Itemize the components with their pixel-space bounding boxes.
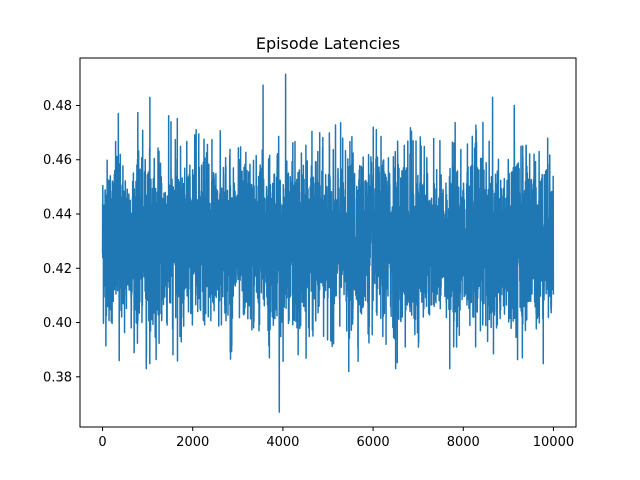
- y-tick-label: 0.42: [43, 262, 72, 277]
- x-tick-label: 10000: [533, 435, 574, 450]
- y-tick-label: 0.40: [43, 316, 72, 331]
- plot-frame: [79, 57, 577, 428]
- y-tick-label: 0.38: [43, 370, 72, 385]
- latency-series-line: [101, 73, 555, 413]
- y-tick-label: 0.44: [43, 208, 72, 223]
- y-tick-label: 0.46: [43, 153, 72, 168]
- y-tick-label: 0.48: [43, 99, 72, 114]
- x-tick-label: 2000: [176, 435, 209, 450]
- x-tick-label: 6000: [357, 435, 390, 450]
- y-axis: 0.38 0.40 0.42 0.44 0.46 0.48: [43, 99, 80, 385]
- x-tick-label: 4000: [266, 435, 299, 450]
- chart-title: Episode Latencies: [256, 34, 400, 53]
- x-axis: 0 2000 4000 6000 8000 10000: [98, 427, 574, 450]
- x-tick-label: 0: [98, 435, 106, 450]
- series-layer: [101, 73, 555, 413]
- x-tick-label: 8000: [447, 435, 480, 450]
